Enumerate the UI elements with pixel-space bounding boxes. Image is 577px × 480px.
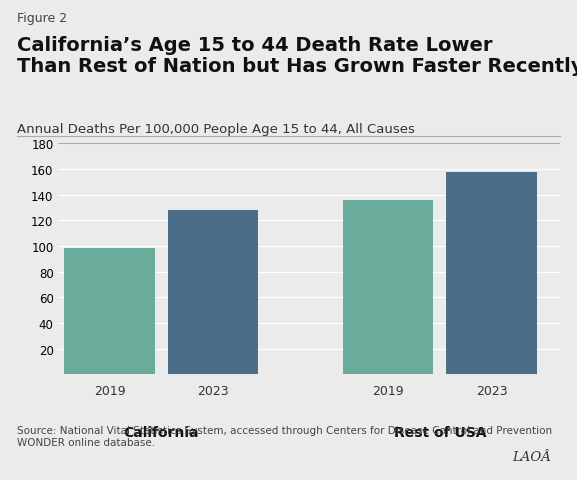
Text: Annual Deaths Per 100,000 People Age 15 to 44, All Causes: Annual Deaths Per 100,000 People Age 15 …: [17, 122, 415, 135]
Bar: [343, 200, 433, 374]
Bar: [64, 249, 155, 374]
Text: Source: National Vital Statistics System, accessed through Centers for Disease C: Source: National Vital Statistics System…: [17, 425, 552, 447]
Bar: [447, 172, 537, 374]
Bar: [168, 211, 258, 374]
Text: Rest of USA: Rest of USA: [394, 425, 486, 439]
Text: California: California: [123, 425, 199, 439]
Text: LAOÂ: LAOÂ: [512, 450, 551, 463]
Text: Figure 2: Figure 2: [17, 12, 68, 25]
Text: California’s Age 15 to 44 Death Rate Lower
Than Rest of Nation but Has Grown Fas: California’s Age 15 to 44 Death Rate Low…: [17, 36, 577, 76]
